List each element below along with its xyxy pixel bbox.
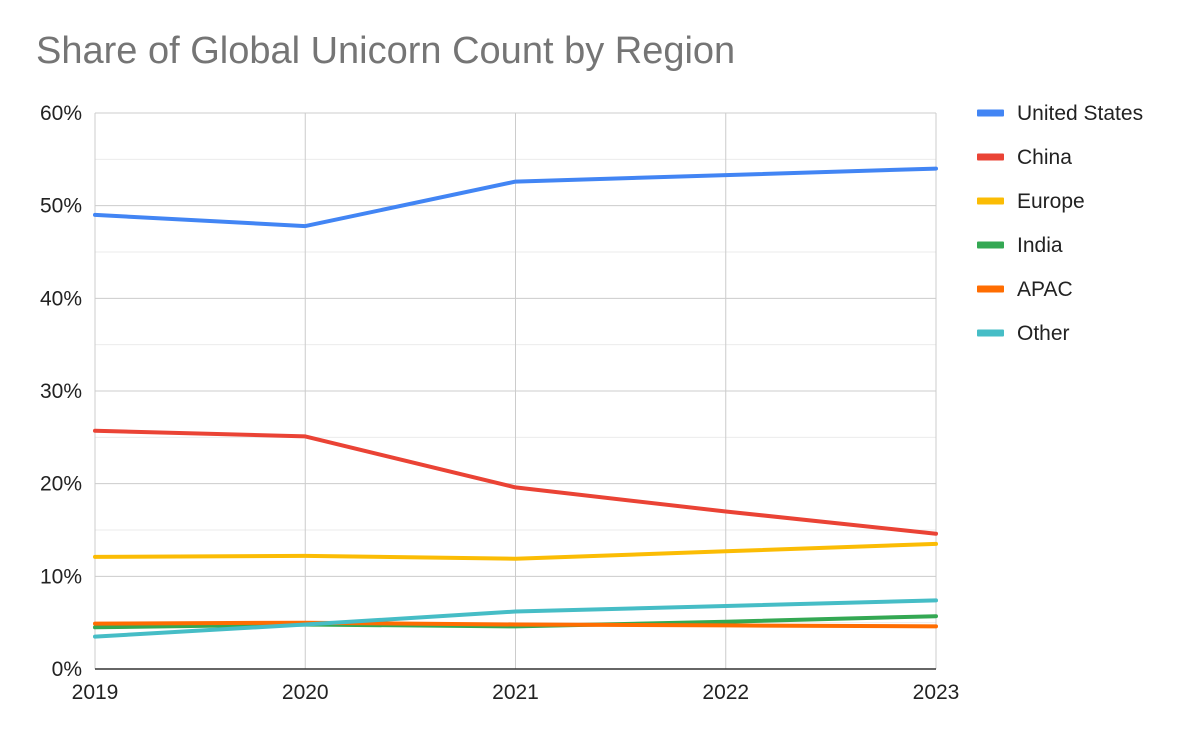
y-tick-label: 40% — [40, 287, 82, 310]
y-tick-label: 60% — [40, 102, 82, 125]
series-line-apac[interactable] — [93, 620, 938, 629]
grid-lines — [94, 112, 937, 670]
y-tick-label: 0% — [52, 658, 82, 681]
series-line-other[interactable] — [93, 598, 938, 639]
legend-item-united-states[interactable]: United States — [977, 102, 1143, 125]
series-line-china[interactable] — [93, 428, 938, 536]
legend-item-china[interactable]: China — [977, 146, 1072, 169]
x-tick-label: 2020 — [282, 681, 329, 704]
x-tick-label: 2022 — [702, 681, 749, 704]
series-line-europe[interactable] — [93, 541, 938, 561]
y-axis-tick-labels: 0% 10% 20% 30% 40% 50% 60% — [40, 102, 82, 681]
x-tick-label: 2021 — [492, 681, 539, 704]
legend-item-other[interactable]: Other — [977, 322, 1070, 345]
x-tick-label: 2023 — [913, 681, 960, 704]
legend-item-apac[interactable]: APAC — [977, 278, 1073, 301]
legend-label: United States — [1017, 102, 1143, 125]
legend-swatch — [977, 153, 1004, 161]
legend-label: Europe — [1017, 190, 1085, 213]
y-tick-label: 50% — [40, 195, 82, 218]
legend[interactable]: United States China Europe India APAC Other — [977, 102, 1143, 345]
x-axis-tick-labels: 2019 2020 2021 2022 2023 — [72, 681, 960, 704]
legend-swatch — [977, 285, 1004, 293]
legend-label: Other — [1017, 322, 1070, 345]
y-tick-label: 10% — [40, 565, 82, 588]
legend-label: India — [1017, 234, 1063, 257]
legend-item-india[interactable]: India — [977, 234, 1063, 257]
legend-label: China — [1017, 146, 1072, 169]
x-tick-label: 2019 — [72, 681, 119, 704]
legend-swatch — [977, 241, 1004, 249]
series-lines — [93, 166, 938, 639]
y-tick-label: 30% — [40, 380, 82, 403]
chart-title: Share of Global Unicorn Count by Region — [36, 30, 736, 72]
legend-swatch — [977, 329, 1004, 337]
y-tick-label: 20% — [40, 473, 82, 496]
legend-swatch — [977, 197, 1004, 205]
legend-label: APAC — [1017, 278, 1073, 301]
legend-item-europe[interactable]: Europe — [977, 190, 1085, 213]
legend-swatch — [977, 109, 1004, 117]
series-line-united-states[interactable] — [93, 166, 938, 229]
